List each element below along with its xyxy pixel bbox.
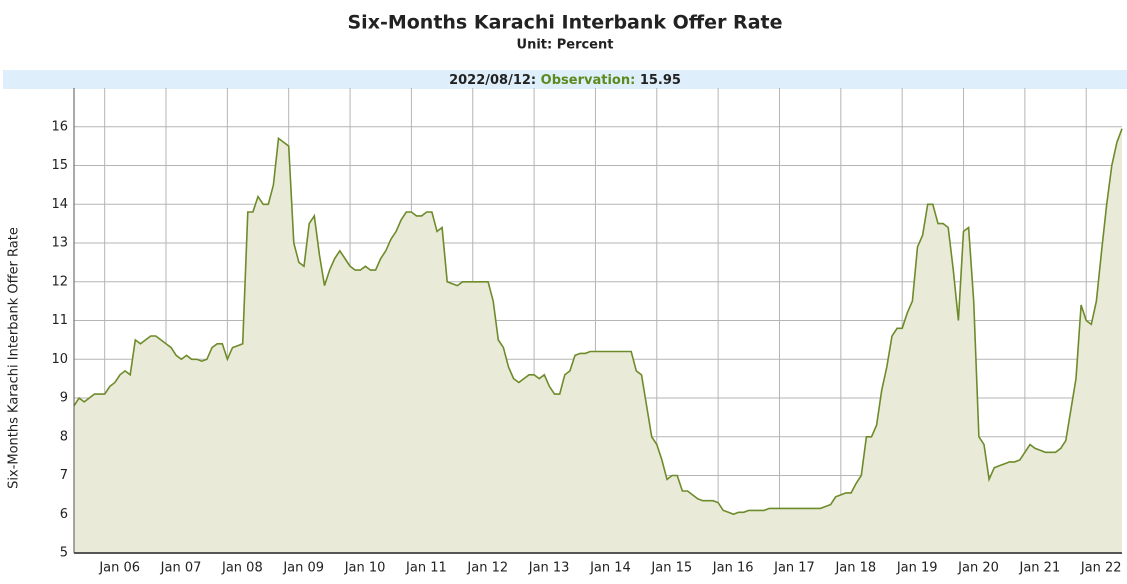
- y-tick-label: 5: [60, 546, 68, 561]
- chart-subtitle: Unit: Percent: [517, 38, 614, 53]
- obs-date: 2022/08/12:: [449, 73, 536, 88]
- x-tick-label: Jan 14: [589, 561, 631, 576]
- y-tick-label: 12: [51, 274, 68, 289]
- y-tick-label: 11: [51, 313, 68, 328]
- x-tick-label: Jan 19: [896, 561, 938, 576]
- x-tick-label: Jan 21: [1019, 561, 1061, 576]
- observation: 2022/08/12: Observation: 15.95: [449, 73, 681, 88]
- x-tick-label: Jan 07: [160, 561, 202, 576]
- x-tick-label: Jan 09: [282, 561, 324, 576]
- y-tick-label: 8: [60, 429, 68, 444]
- x-tick-label: Jan 06: [98, 561, 140, 576]
- x-tick-label: Jan 08: [221, 561, 263, 576]
- x-tick-label: Jan 16: [712, 561, 754, 576]
- x-tick-label: Jan 13: [528, 561, 570, 576]
- line: [73, 128, 1123, 516]
- y-tick-label: 6: [60, 507, 68, 522]
- x-tick-label: Jan 12: [466, 561, 508, 576]
- y-tick-label: 9: [60, 391, 68, 406]
- chart-title: Six-Months Karachi Interbank Offer Rate: [348, 12, 783, 34]
- y-tick-label: 10: [51, 352, 68, 367]
- x-tick-label: Jan 20: [957, 561, 999, 576]
- y-tick-label: 15: [51, 158, 68, 173]
- header-bar: [3, 70, 1127, 89]
- y-tick-label: 7: [60, 468, 68, 483]
- x-tick-label: Jan 18: [834, 561, 876, 576]
- y-axis-label: Six-Months Karachi Interbank Offer Rate: [7, 227, 22, 489]
- x-tick-label: Jan 10: [344, 561, 386, 576]
- x-tick-label: Jan 17: [773, 561, 815, 576]
- x-tick-label: Jan 22: [1080, 561, 1122, 576]
- x-tick-label: Jan 11: [405, 561, 447, 576]
- plot-area: 5 6 7 8 9 10 11 12 13 14 15 16 Jan 06 Jan 07 Jan 08 Jan…: [51, 88, 1123, 576]
- x-tick-label: Jan 15: [650, 561, 692, 576]
- area-fill: [74, 128, 1122, 553]
- y-tick-label: 13: [51, 236, 68, 251]
- y-tick-label: 16: [51, 119, 68, 134]
- obs-label: Observation:: [541, 73, 636, 88]
- obs-value: 15.95: [640, 73, 681, 88]
- y-tick-label: 14: [51, 197, 68, 212]
